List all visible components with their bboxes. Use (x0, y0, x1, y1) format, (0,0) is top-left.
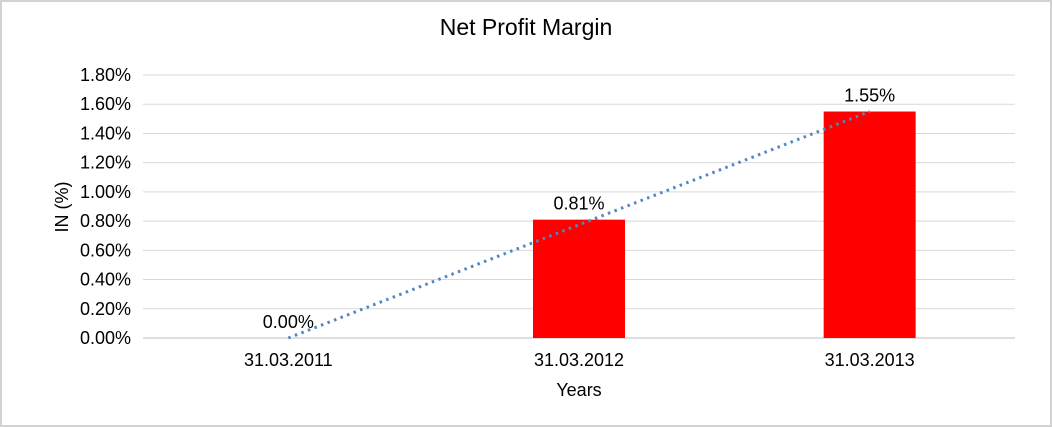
y-tick-label: 0.00% (80, 328, 131, 348)
y-tick-label: 0.80% (80, 211, 131, 231)
bar (533, 219, 625, 338)
y-tick-label: 1.60% (80, 94, 131, 114)
y-tick-label: 1.00% (80, 182, 131, 202)
y-tick-label: 1.20% (80, 153, 131, 173)
data-label: 0.81% (553, 194, 604, 214)
x-category-label: 31.03.2013 (825, 350, 915, 370)
data-label: 1.55% (844, 86, 895, 106)
x-category-label: 31.03.2012 (534, 350, 624, 370)
chart-title: Net Profit Margin (439, 14, 613, 40)
y-tick-label: 0.40% (80, 270, 131, 290)
x-category-label: 31.03.2011 (244, 350, 333, 370)
y-tick-label: 1.80% (80, 65, 131, 85)
x-axis-title: Years (556, 380, 602, 400)
data-label: 0.00% (263, 312, 314, 332)
y-tick-label: 0.20% (80, 299, 131, 319)
bar (823, 111, 916, 339)
trendline (287, 110, 871, 340)
y-tick-label: 0.60% (80, 240, 131, 260)
y-tick-label: 1.40% (80, 123, 131, 143)
